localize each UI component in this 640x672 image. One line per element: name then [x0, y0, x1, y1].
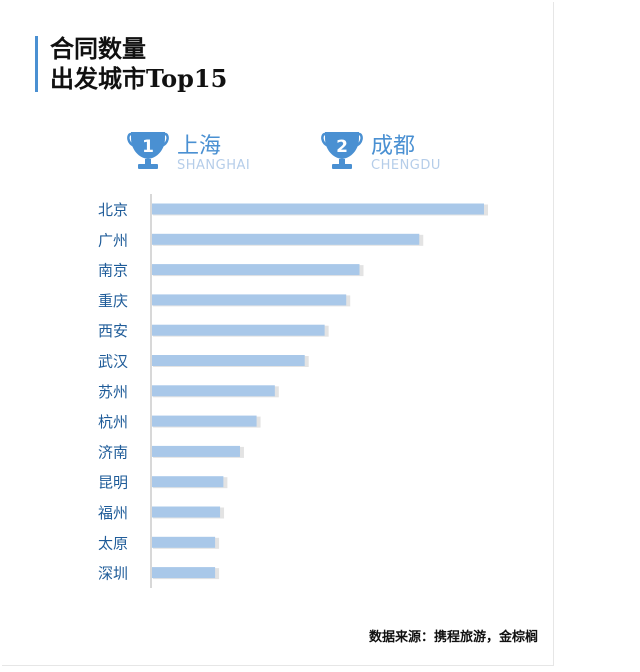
trophy-icon: 1	[127, 132, 169, 169]
rank-number: 1	[142, 137, 154, 157]
bar-9	[152, 445, 240, 457]
source-note: 数据来源：携程旅游，金棕榈	[368, 630, 538, 645]
bar-1	[152, 203, 484, 215]
bar-13	[152, 567, 216, 579]
rank-city: 上海	[177, 134, 222, 159]
rank-number: 2	[336, 137, 348, 157]
bar-4	[152, 294, 347, 306]
bar-12	[152, 536, 216, 548]
bar-2	[152, 233, 420, 245]
title-line-1: 合同数量	[50, 34, 146, 63]
rank-pinyin: CHENGDU	[371, 158, 441, 173]
category-label: 武汉	[98, 353, 128, 371]
category-label: 太原	[98, 534, 128, 552]
category-label: 深圳	[98, 565, 128, 583]
category-label: 西安	[98, 322, 128, 340]
category-label: 济南	[98, 443, 128, 461]
bar-8	[152, 415, 257, 427]
rank-pinyin: SHANGHAI	[177, 158, 251, 173]
category-label: 广州	[98, 231, 128, 249]
category-label: 福州	[98, 504, 128, 522]
ranking-badge-1: 1 上海 SHANGHAI	[127, 128, 250, 176]
bar-6	[152, 355, 305, 366]
chart-title: 合同数量 出发城市Top15	[50, 34, 227, 94]
title-accent-bar	[35, 36, 38, 92]
bar-7	[152, 385, 275, 397]
trophy-icon: 2	[321, 132, 363, 169]
category-label: 南京	[98, 262, 128, 280]
bar-group	[152, 203, 488, 580]
category-label: 北京	[98, 201, 128, 219]
ranking-badge-2: 2 成都 CHENGDU	[321, 128, 440, 176]
category-label: 杭州	[98, 413, 128, 431]
title-line-2: 出发城市Top15	[50, 64, 228, 93]
bar-5	[152, 324, 325, 336]
bar-3	[152, 264, 360, 276]
bar-10	[152, 476, 224, 488]
category-label: 苏州	[98, 383, 128, 401]
category-label: 昆明	[98, 474, 128, 492]
bar-11	[152, 506, 221, 518]
category-label: 重庆	[98, 292, 128, 310]
rank-city: 成都	[371, 134, 416, 159]
